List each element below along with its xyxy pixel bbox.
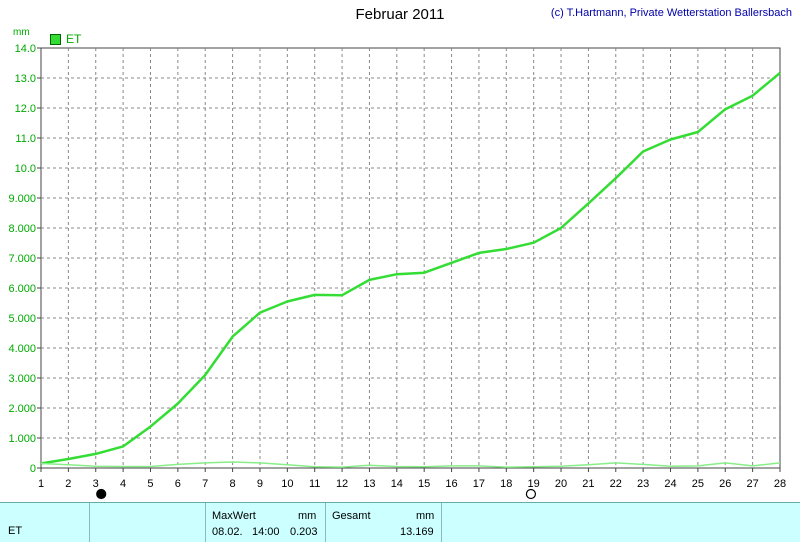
summary-bar: ET MaxWert mm 08.02. 14:00 0.203 Gesamt …	[0, 502, 800, 542]
x-tick-label: 11	[309, 478, 320, 490]
x-tick-label: 16	[445, 478, 457, 490]
series-line-et-cumulative	[40, 71, 781, 465]
summary-series-name: ET	[8, 525, 23, 537]
y-tick-label: 10.0	[15, 163, 36, 175]
series-line-et-daily	[40, 461, 781, 468]
y-tick-label: 2.000	[8, 403, 36, 415]
x-tick-label: 14	[391, 478, 403, 490]
x-tick-label: 2	[65, 478, 71, 490]
legend-label: ET	[66, 32, 82, 46]
max-label: MaxWert	[212, 510, 256, 522]
total-label: Gesamt	[332, 510, 371, 522]
y-tick-label: 11.0	[15, 133, 36, 145]
x-tick-label: 9	[257, 478, 263, 490]
y-tick-label: 14.0	[15, 43, 36, 55]
chart-title: Februar 2011	[355, 6, 445, 23]
x-tick-label: 1	[38, 478, 44, 490]
legend-swatch-icon	[50, 33, 61, 45]
chart-area: 0 1.000 2.000 3.000 4.000 5.000 6.000 7.000 8.00…	[8, 43, 786, 500]
max-value: 0.203	[290, 526, 318, 538]
new-moon-icon	[96, 488, 107, 500]
total-value: 13.169	[400, 526, 434, 538]
x-tick-label: 10	[281, 478, 293, 490]
summary-max-cell: MaxWert mm 08.02. 14:00 0.203	[206, 503, 326, 542]
legend: ET	[50, 32, 81, 46]
x-tick-label: 26	[719, 478, 731, 490]
y-tick-label: 7.000	[8, 253, 36, 265]
x-tick-label: 15	[418, 478, 430, 490]
x-tick-label: 6	[175, 478, 181, 490]
x-tick-label: 4	[120, 478, 126, 490]
full-moon-icon	[525, 488, 537, 500]
x-tick-label: 28	[774, 478, 786, 490]
x-tick-label: 13	[363, 478, 375, 490]
x-tick-label: 7	[202, 478, 208, 490]
max-time: 14:00	[252, 526, 280, 538]
x-tick-label: 25	[692, 478, 704, 490]
x-tick-label: 12	[336, 478, 348, 490]
x-tick-label: 8	[230, 478, 236, 490]
y-tick-label: 6.000	[8, 283, 36, 295]
x-tick-label: 18	[500, 478, 512, 490]
y-tick-label: 12.0	[15, 103, 36, 115]
x-tick-label: 21	[582, 478, 594, 490]
y-axis-unit: mm	[13, 27, 30, 38]
max-unit: mm	[298, 510, 317, 522]
x-tick-label: 19	[528, 478, 540, 490]
x-tick-label: 27	[747, 478, 759, 490]
summary-total-cell: Gesamt mm 13.169	[326, 503, 442, 542]
x-tick-label: 5	[147, 478, 153, 490]
summary-series-cell: ET	[0, 503, 90, 542]
x-tick-label: 3	[93, 478, 99, 490]
y-tick-label: 0	[30, 463, 36, 475]
x-tick-label: 17	[473, 478, 485, 490]
y-tick-label: 4.000	[8, 343, 36, 355]
max-date: 08.02.	[212, 526, 243, 538]
copyright-notice: (c) T.Hartmann, Private Wetterstation Ba…	[550, 7, 792, 19]
y-tick-label: 8.000	[8, 223, 36, 235]
x-tick-label: 23	[637, 478, 649, 490]
summary-empty-cell	[90, 503, 206, 542]
y-tick-label: 13.0	[15, 73, 36, 85]
y-tick-label: 9.000	[8, 193, 36, 205]
y-tick-label: 5.000	[8, 313, 36, 325]
x-tick-label: 24	[664, 478, 676, 490]
x-tick-label: 22	[610, 478, 622, 490]
x-tick-label: 20	[555, 478, 567, 490]
y-tick-label: 3.000	[8, 373, 36, 385]
y-tick-label: 1.000	[8, 433, 36, 445]
total-unit: mm	[416, 510, 435, 522]
plot-frame	[40, 47, 781, 469]
